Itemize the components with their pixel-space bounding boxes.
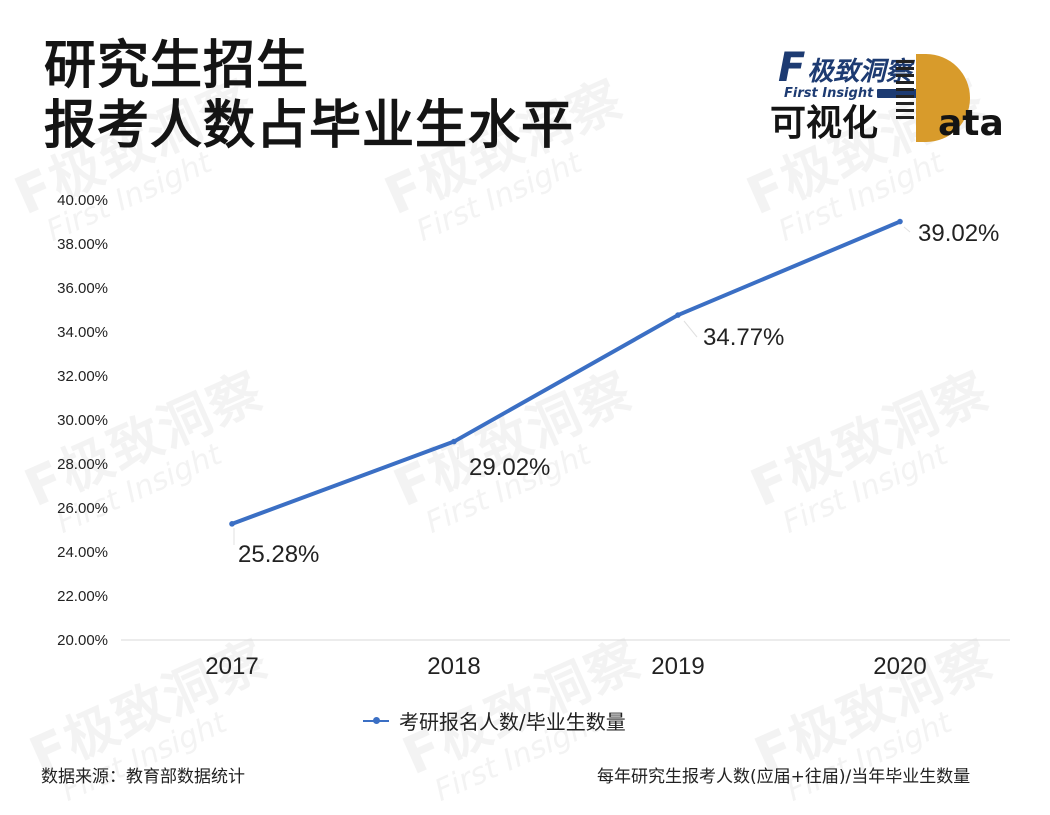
series-points bbox=[229, 218, 903, 527]
x-axis-ticks: 2017 2018 2019 2020 bbox=[205, 653, 926, 680]
y-tick-label: 40.00% bbox=[57, 192, 108, 209]
y-tick-label: 20.00% bbox=[57, 632, 108, 649]
brand-logo: F 极致洞察 First Insight 可视化 ata bbox=[770, 48, 1020, 148]
brand-f-mark: F bbox=[778, 45, 806, 91]
series-point bbox=[229, 521, 235, 527]
series-point bbox=[897, 218, 903, 225]
label-leader-line bbox=[683, 320, 698, 338]
data-label: 39.02% bbox=[918, 220, 999, 247]
legend-series-marker bbox=[363, 716, 389, 724]
legend-series-label: 考研报名人数/毕业生数量 bbox=[399, 710, 626, 734]
x-tick-label: 2018 bbox=[427, 653, 480, 680]
y-tick-label: 36.00% bbox=[57, 280, 108, 297]
title-line-2: 报考人数占毕业生水平 bbox=[44, 96, 575, 156]
series-line bbox=[230, 219, 902, 526]
y-tick-label: 30.00% bbox=[57, 412, 108, 429]
y-tick-label: 28.00% bbox=[57, 456, 108, 473]
data-label: 25.28% bbox=[238, 541, 319, 568]
chart-legend: 考研报名人数/毕业生数量 bbox=[363, 706, 626, 735]
title-line-1: 研究生招生 bbox=[44, 36, 310, 96]
data-label: 34.77% bbox=[703, 324, 784, 351]
x-tick-label: 2019 bbox=[651, 653, 704, 680]
label-leader-lines bbox=[233, 226, 911, 545]
y-tick-label: 34.00% bbox=[57, 324, 108, 341]
data-labels: 25.28% 29.02% 34.77% 39.02% bbox=[238, 220, 999, 568]
y-tick-label: 32.00% bbox=[57, 368, 108, 385]
y-axis-ticks: 20.00% 22.00% 24.00% 26.00% 28.00% 30.00% 32.0… bbox=[57, 192, 108, 649]
brand-stripes bbox=[896, 60, 914, 122]
brand-chinese-name: 极致洞察 bbox=[807, 57, 912, 87]
y-tick-label: 24.00% bbox=[57, 544, 108, 561]
data-label: 29.02% bbox=[469, 454, 550, 481]
label-leader-line bbox=[903, 226, 911, 233]
y-tick-label: 38.00% bbox=[57, 236, 108, 253]
series-point bbox=[451, 438, 457, 445]
x-tick-label: 2017 bbox=[205, 653, 258, 680]
brand-top-row: F 极致洞察 bbox=[778, 48, 911, 88]
brand-visualization-text: 可视化 bbox=[770, 103, 879, 144]
series-point bbox=[675, 312, 681, 318]
footer-note: 每年研究生报考人数(应届+往届)/当年毕业生数量 bbox=[597, 767, 971, 787]
footer-source: 数据来源：教育部数据统计 bbox=[41, 767, 245, 787]
y-tick-label: 22.00% bbox=[57, 588, 108, 605]
x-tick-label: 2020 bbox=[873, 653, 926, 680]
y-tick-label: 26.00% bbox=[57, 500, 108, 517]
page-title: 研究生招生 报考人数占毕业生水平 bbox=[44, 36, 574, 156]
brand-data-text: ata bbox=[938, 103, 1004, 144]
